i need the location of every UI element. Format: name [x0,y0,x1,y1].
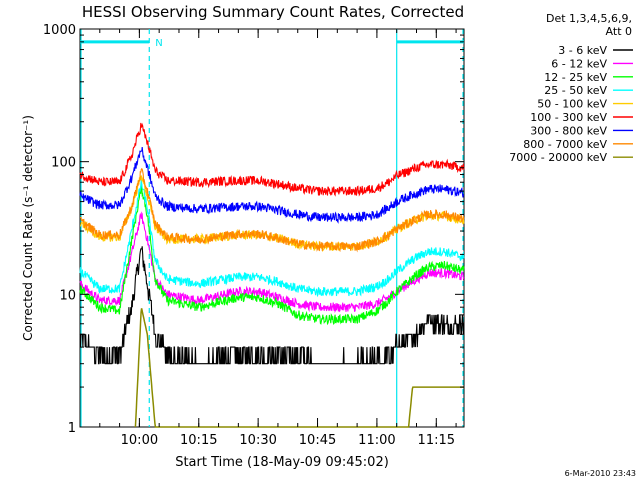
series-line [134,308,464,428]
legend-entry-label: 3 - 6 keV [558,44,607,57]
legend-entry-label: 6 - 12 keV [551,57,607,70]
series-line [80,167,465,253]
legend-entry-label: 100 - 300 keV [530,111,607,124]
y-tick-label: 1 [68,421,76,436]
legend-entry-label: 12 - 25 keV [544,71,607,84]
legend-entry-label: 300 - 800 keV [530,124,607,137]
y-axis-label: Corrected Count Rate (s⁻¹ detector⁻¹) [21,115,35,341]
x-axis: 10:00 10:15 10:30 10:45 11:00 11:15 [99,29,457,448]
flag-label: N [155,38,162,49]
series-line [79,246,465,365]
chart-title: HESSI Observing Summary Count Rates, Cor… [82,3,464,21]
y-tick-label: 100 [51,156,76,171]
x-tick-label: 10:30 [239,433,276,448]
series-line [79,182,465,326]
series-line [79,178,465,298]
x-tick-label: 11:00 [358,433,395,448]
legend-header-line-2: Att 0 [606,25,632,38]
footer-timestamp: 6-Mar-2010 23:43 [565,469,636,478]
x-axis-label: Start Time (18-May-09 09:45:02) [175,455,389,470]
y-tick-label: 10 [59,288,76,303]
x-tick-label: 10:00 [121,433,158,448]
legend-entry-label: 7000 - 20000 keV [509,151,607,164]
series-layer [79,122,465,428]
legend-entry-label: 800 - 7000 keV [523,138,607,151]
legend-entry-label: 50 - 100 keV [537,98,607,111]
series-line [79,211,465,314]
x-tick-label: 10:15 [180,433,217,448]
x-tick-label: 11:15 [418,433,455,448]
series-line [79,122,465,197]
legend-entry-label: 25 - 50 keV [544,84,607,97]
y-tick-label: 1000 [43,23,76,38]
legend-header-line-1: Det 1,3,4,5,6,9, [546,12,632,25]
x-tick-label: 10:45 [299,433,336,448]
series-line [79,146,464,224]
